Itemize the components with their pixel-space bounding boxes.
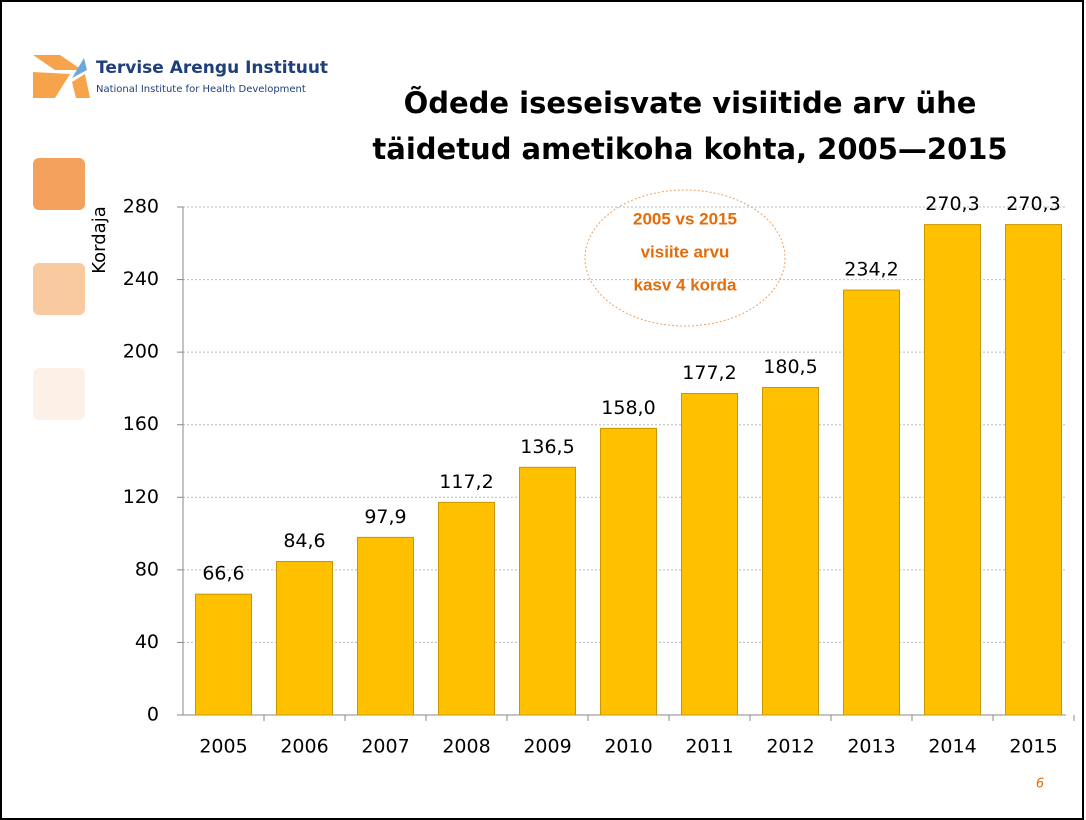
y-tick-label: 280: [123, 196, 159, 218]
logo-name: Tervise Arengu Instituut: [96, 58, 328, 78]
y-tick-label: 40: [135, 631, 159, 653]
x-tick-label: 2015: [1009, 736, 1057, 758]
bar: [681, 393, 738, 716]
y-tick-label: 200: [123, 341, 159, 363]
y-tick-label: 120: [123, 486, 159, 508]
x-tick-label: 2007: [361, 736, 409, 758]
annotation-ellipse: [584, 189, 786, 327]
value-label: 84,6: [283, 530, 325, 552]
logo-subtitle: National Institute for Health Developmen…: [96, 84, 306, 95]
bar: [924, 224, 981, 716]
bar: [762, 387, 819, 716]
y-axis-label: Kordaja: [89, 206, 110, 274]
value-label: 234,2: [844, 259, 898, 281]
page-number: 6: [1036, 777, 1044, 792]
bar: [843, 289, 900, 716]
value-label: 158,0: [601, 397, 655, 419]
bar: [195, 593, 252, 716]
plot: 0 40 80 120 160 200 240 280 2005 66,6 2006 84,6 2007…: [123, 193, 1075, 758]
bar: [600, 427, 657, 716]
x-tick-label: 2009: [523, 736, 571, 758]
x-tick-label: 2010: [604, 736, 652, 758]
value-label: 270,3: [1006, 193, 1060, 215]
bar: [438, 501, 495, 716]
x-tick-label: 2013: [847, 736, 895, 758]
value-label: 97,9: [364, 506, 406, 528]
y-tick-label: 80: [135, 558, 159, 580]
y-tick-label: 240: [123, 268, 159, 290]
y-tick-label: 0: [147, 704, 159, 726]
value-label: 66,6: [202, 563, 244, 585]
bar: [357, 536, 414, 716]
x-tick-label: 2012: [766, 736, 814, 758]
chart-title: Õdede iseseisvate visiitide arv ühe: [404, 86, 977, 120]
x-tick-label: 2014: [928, 736, 976, 758]
annotation: visiite arvu: [641, 242, 730, 261]
decor-square: [33, 158, 85, 210]
annotation: kasv 4 korda: [633, 275, 737, 294]
y-tick-label: 160: [123, 413, 159, 435]
x-tick-label: 2008: [442, 736, 490, 758]
x-tick-label: 2006: [280, 736, 328, 758]
x-tick-label: 2005: [199, 736, 247, 758]
annotation: 2005 vs 2015: [633, 209, 737, 228]
value-label: 117,2: [439, 471, 493, 493]
value-label: 177,2: [682, 362, 736, 384]
value-label: 136,5: [520, 436, 574, 458]
decor-square: [33, 368, 85, 420]
chart-title: täidetud ametikoha kohta, 2005—2015: [372, 132, 1007, 166]
x-tick-label: 2011: [685, 736, 733, 758]
bar: [519, 466, 576, 716]
bar: [1005, 224, 1062, 716]
logo: Tervise Arengu Instituut National Instit…: [33, 55, 328, 98]
value-label: 270,3: [925, 193, 979, 215]
decor-square: [33, 263, 85, 315]
bar: [276, 561, 333, 716]
value-label: 180,5: [763, 356, 817, 378]
